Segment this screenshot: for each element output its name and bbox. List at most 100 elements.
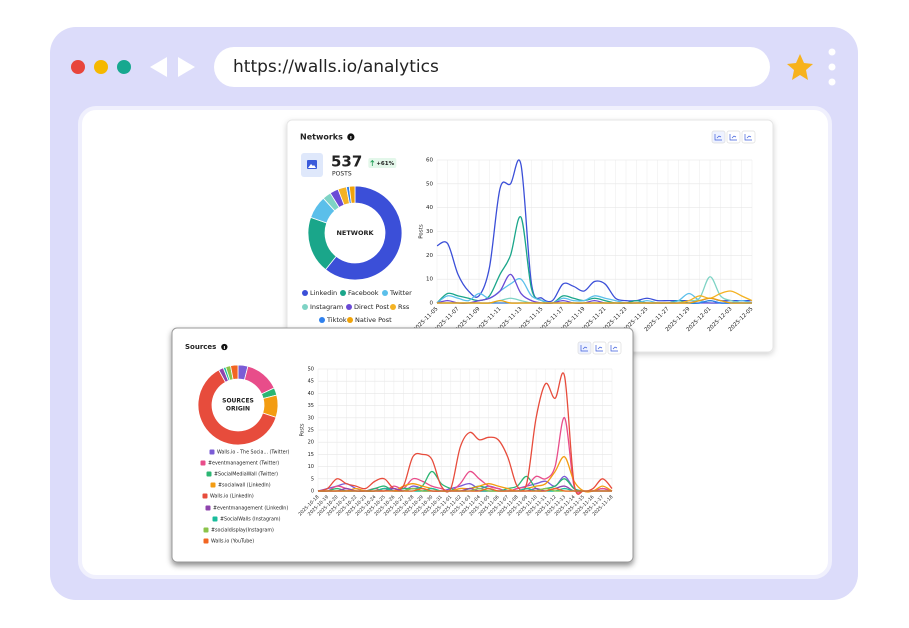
card xyxy=(171,327,634,563)
legend-label: Facebook xyxy=(348,289,379,297)
y-tick-label: 40 xyxy=(308,391,314,397)
window-dot[interactable] xyxy=(117,60,131,74)
legend-label: Native Post xyxy=(355,316,392,324)
forward-arrow[interactable] xyxy=(178,57,195,77)
legend-swatch xyxy=(390,304,396,310)
legend-swatch xyxy=(203,527,209,533)
donut-segment xyxy=(348,185,356,204)
legend-swatch xyxy=(319,317,325,323)
y-tick-label: 15 xyxy=(308,452,314,458)
window-dot[interactable] xyxy=(94,60,108,74)
toggle-icon xyxy=(744,134,752,141)
legend-label: #socialwall (LinkedIn) xyxy=(218,483,271,489)
legend-swatch xyxy=(212,516,218,522)
y-axis-label: Posts xyxy=(300,423,306,436)
toggle-icon xyxy=(610,345,618,352)
back-arrow[interactable] xyxy=(150,57,167,77)
chart-type-toggle[interactable] xyxy=(607,341,622,355)
y-tick-label: 20 xyxy=(308,440,314,446)
legend-swatch xyxy=(206,471,212,477)
legend-swatch xyxy=(302,304,308,310)
toggle-icon xyxy=(729,134,737,141)
y-tick-label: 45 xyxy=(308,379,314,385)
donut-segment xyxy=(324,185,403,281)
legend-label: Twitter xyxy=(389,289,412,297)
y-tick-label: 10 xyxy=(308,464,314,470)
legend-label: Walls.io - The Socia... (Twitter) xyxy=(217,450,289,456)
donut-segment xyxy=(197,369,277,446)
series-line xyxy=(437,297,752,304)
info-icon-stem xyxy=(350,136,352,139)
legend-label: Tiktok xyxy=(326,316,347,324)
stat-label: POSTS xyxy=(332,171,352,178)
chart-type-toggle[interactable] xyxy=(711,130,726,144)
legend-label: Linkedin xyxy=(310,289,337,297)
image-icon-mountain xyxy=(308,164,316,168)
chart-type-toggle[interactable] xyxy=(726,130,741,144)
legend-swatch xyxy=(340,290,346,296)
y-axis-label: Posts xyxy=(419,224,425,239)
toggle-icon xyxy=(714,134,722,141)
card-title: Networks xyxy=(300,133,343,142)
donut-center-label: SOURCES xyxy=(222,398,254,405)
legend-swatch xyxy=(210,482,216,488)
series-line xyxy=(317,487,612,492)
y-tick-label: 60 xyxy=(426,158,433,164)
toggle-icon xyxy=(595,345,603,352)
legend-label: Instagram xyxy=(310,303,343,311)
card-title: Sources xyxy=(185,343,216,351)
legend-swatch xyxy=(202,493,208,499)
legend-swatch xyxy=(205,505,211,511)
legend-label: #eventmanagement (LinkedIn) xyxy=(213,506,288,512)
growth-arrow xyxy=(370,159,375,166)
y-tick-label: 30 xyxy=(308,415,314,421)
y-tick-label: 40 xyxy=(426,205,433,211)
growth-badge xyxy=(368,158,397,168)
window-dot[interactable] xyxy=(71,60,85,74)
y-tick-label: 50 xyxy=(426,181,433,187)
y-tick-label: 5 xyxy=(311,476,314,482)
legend-label: Walls.io (YouTube) xyxy=(211,539,254,545)
legend-label: Walls.io (LinkedIn) xyxy=(210,494,254,500)
y-tick-label: 20 xyxy=(426,253,433,259)
growth-value: +61% xyxy=(376,161,394,167)
y-tick-label: 0 xyxy=(430,301,434,307)
toggle-icon xyxy=(580,345,588,352)
info-icon-stem xyxy=(223,346,225,349)
chart-type-toggle[interactable] xyxy=(592,341,607,355)
menu-dot[interactable] xyxy=(828,78,836,86)
y-tick-label: 35 xyxy=(308,403,314,409)
legend-swatch xyxy=(209,449,215,455)
star-icon[interactable] xyxy=(787,54,813,80)
legend-label: #eventmanagement (Twitter) xyxy=(208,461,279,467)
stat-value: 537 xyxy=(331,153,362,171)
legend-label: #SocialWalls (Instagram) xyxy=(220,517,281,523)
donut-center-label: ORIGIN xyxy=(226,406,250,413)
legend-swatch xyxy=(203,538,209,544)
url-text: https://walls.io/analytics xyxy=(233,57,439,77)
menu-dot[interactable] xyxy=(828,63,836,71)
series-line xyxy=(317,372,613,495)
y-tick-label: 30 xyxy=(426,229,433,235)
legend-swatch xyxy=(346,304,352,310)
y-tick-label: 10 xyxy=(426,277,433,283)
legend-label: #SocialMediaWall (Twitter) xyxy=(214,472,278,478)
legend-swatch xyxy=(382,290,388,296)
legend-label: Direct Post xyxy=(354,303,390,311)
legend-swatch xyxy=(347,317,353,323)
legend-label: #socialdisplay(Instagram) xyxy=(211,528,274,534)
y-tick-label: 25 xyxy=(308,428,314,434)
chart-type-toggle[interactable] xyxy=(741,130,756,144)
url-bar[interactable] xyxy=(214,47,770,87)
donut-center-label: NETWORK xyxy=(336,229,374,237)
legend-swatch xyxy=(200,460,206,466)
chart-type-toggle[interactable] xyxy=(577,341,592,355)
donut-segment xyxy=(230,364,239,380)
legend-swatch xyxy=(302,290,308,296)
y-tick-label: 50 xyxy=(308,367,314,373)
menu-dot[interactable] xyxy=(828,48,836,56)
y-tick-label: 0 xyxy=(311,489,314,495)
legend-label: Rss xyxy=(398,303,410,311)
